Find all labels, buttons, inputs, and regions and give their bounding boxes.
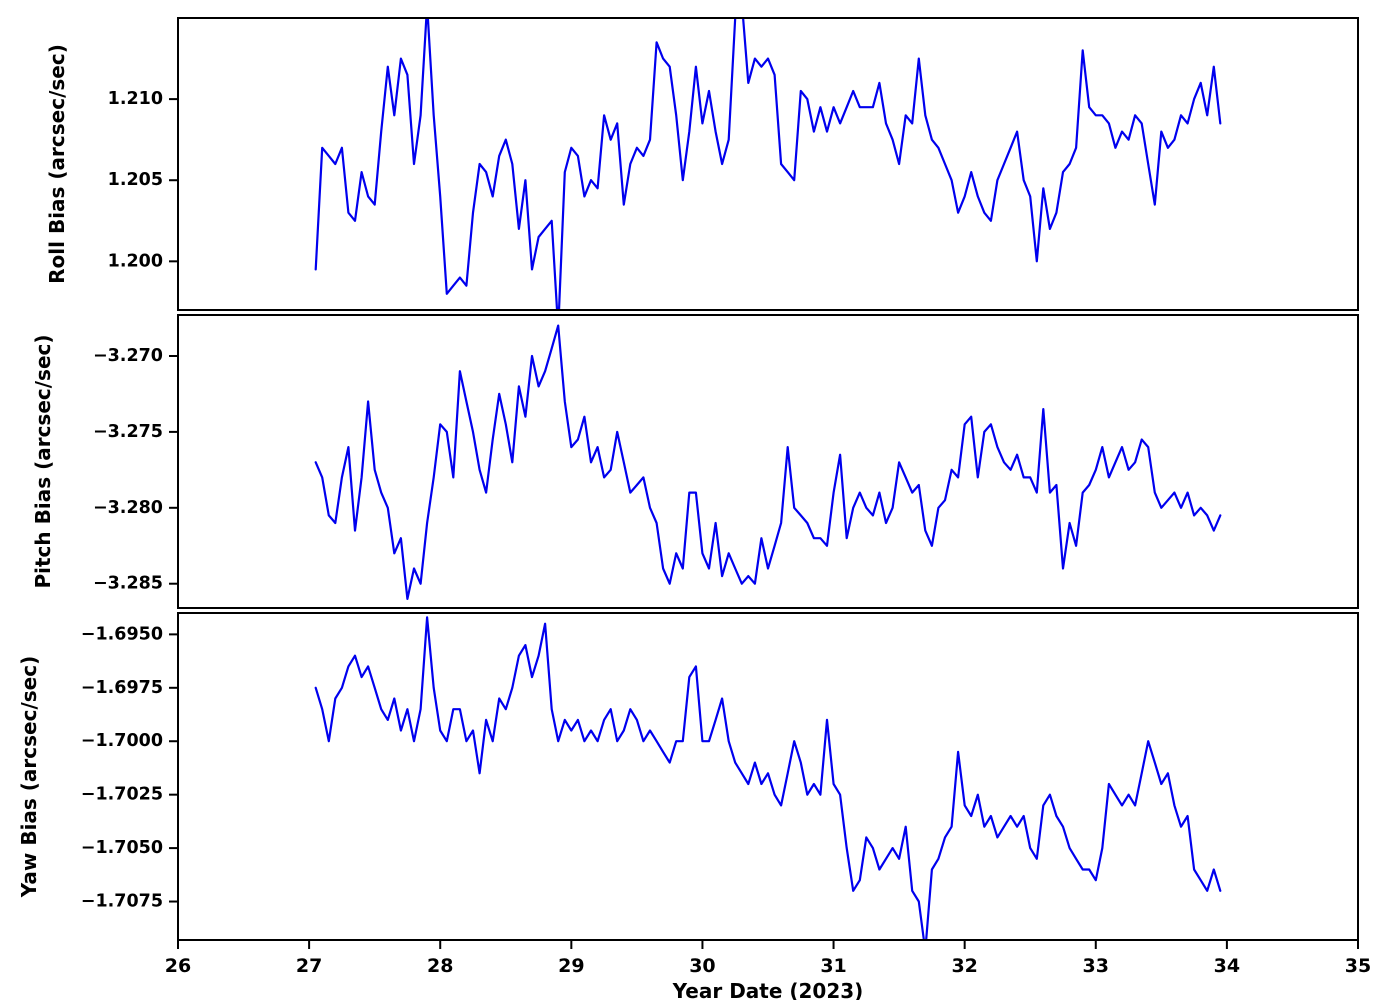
y-tick-label: −3.285 — [93, 574, 163, 594]
yaw-bias-line — [314, 616, 1222, 940]
pitch-bias-line — [314, 324, 1222, 601]
x-tick-label: 28 — [427, 955, 453, 977]
y-tick-label: 1.200 — [108, 251, 163, 271]
roll-bias-spines — [177, 17, 1359, 311]
x-tick-label: 26 — [165, 955, 191, 977]
roll-bias-panel: 1.200 1.205 1.210 Roll Bias (arcsec/sec) — [45, 17, 1359, 311]
x-tick-label: 35 — [1345, 955, 1371, 977]
y-tick-label: −1.7000 — [81, 731, 163, 751]
y-tick-label: −1.7075 — [81, 892, 163, 912]
x-axis-label: Year Date (2023) — [672, 979, 864, 1000]
pitch-bias-axis-label: Pitch Bias (arcsec/sec) — [31, 334, 55, 588]
yaw-bias-axis-label: Yaw Bias (arcsec/sec) — [17, 656, 41, 899]
y-tick-label: −1.7050 — [81, 838, 163, 858]
x-tick-label: 31 — [820, 955, 846, 977]
roll-bias-axis-label: Roll Bias (arcsec/sec) — [45, 44, 69, 284]
x-tick-label: 33 — [1083, 955, 1109, 977]
yaw-bias-spines — [177, 612, 1359, 941]
pitch-bias-spines — [177, 314, 1359, 609]
y-tick-label: −1.7025 — [81, 785, 163, 805]
y-tick-label: −3.270 — [93, 346, 163, 366]
x-tick-label: 34 — [1214, 955, 1240, 977]
y-tick-label: −1.6975 — [81, 678, 163, 698]
y-tick-label: 1.210 — [108, 89, 163, 109]
x-tick-label: 30 — [689, 955, 715, 977]
y-tick-label: 1.205 — [108, 170, 163, 190]
x-tick-label: 27 — [296, 955, 322, 977]
roll-bias-line — [314, 18, 1222, 310]
x-tick-label: 32 — [951, 955, 977, 977]
y-tick-label: −3.280 — [93, 498, 163, 518]
y-tick-label: −3.275 — [93, 422, 163, 442]
pitch-bias-panel: −3.285 −3.280 −3.275 −3.270 Pitch Bias (arcs… — [31, 314, 1359, 609]
x-tick-label: 29 — [558, 955, 584, 977]
y-tick-label: −1.6950 — [81, 624, 163, 644]
yaw-bias-panel: −1.7075 −1.7050 −1.7025 −1.7000 −1.6975 −1.69… — [17, 612, 1359, 941]
